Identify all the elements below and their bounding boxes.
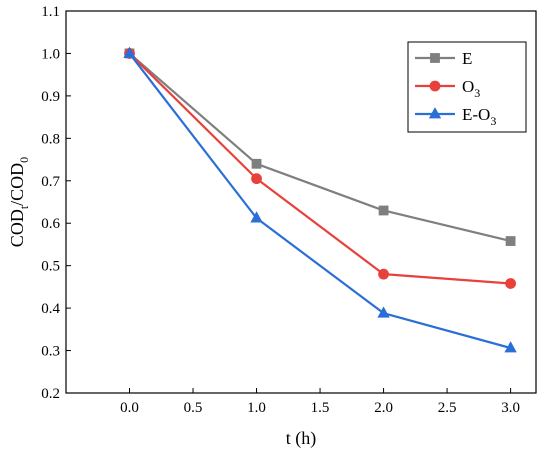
x-axis-title: t (h)	[286, 428, 317, 449]
y-axis: 0.2 0.3 0.4 0.5 0.6 0.7 0.8 0.9 1.0 1.1	[41, 4, 71, 402]
legend-swatch-marker	[430, 53, 440, 63]
y-tick-label: 0.3	[41, 344, 60, 360]
x-tick-label: 1.5	[311, 400, 330, 416]
y-tick-label: 0.6	[41, 216, 60, 232]
data-point	[250, 211, 263, 223]
y-axis-title-main: COD	[7, 209, 27, 247]
legend-entry: E	[415, 49, 472, 68]
y-tick-label: 0.4	[41, 301, 60, 317]
x-tick-label: 1.0	[247, 400, 266, 416]
data-point	[505, 278, 516, 289]
y-tick-label: 0.9	[41, 89, 60, 105]
y-tick-label: 0.7	[41, 174, 60, 190]
legend-label: O3	[462, 77, 480, 100]
x-tick-label: 3.0	[501, 400, 520, 416]
data-point	[377, 306, 390, 318]
plot-frame	[65, 10, 537, 394]
x-tick-label: 0.5	[184, 400, 203, 416]
series-e-o3	[123, 46, 517, 353]
data-point	[251, 158, 262, 169]
series-line	[128, 52, 511, 285]
legend-swatch-marker	[429, 80, 441, 92]
data-point	[504, 341, 517, 353]
y-tick-label: 1.1	[41, 4, 60, 20]
y-tick-label: 1.0	[41, 46, 60, 62]
data-point	[251, 173, 262, 185]
y-axis-title-subscript-0: 0	[17, 157, 31, 163]
legend-items: E O3 E-O3	[415, 49, 496, 128]
data-point	[123, 46, 136, 58]
legend-label: E-O3	[462, 105, 496, 128]
x-axis: 0.0 0.5 1.0 1.5 2.0 2.5 3.0	[120, 388, 520, 416]
y-tick-label: 0.8	[41, 131, 60, 147]
x-tick-label: 2.5	[438, 400, 457, 416]
legend-label: E	[462, 49, 472, 68]
data-point	[378, 268, 389, 280]
x-tick-label: 2.0	[374, 400, 393, 416]
data-point	[505, 236, 516, 246]
legend-swatch-marker	[428, 107, 442, 119]
legend-entry: E-O3	[415, 105, 496, 128]
x-tick-label: 0.0	[120, 400, 139, 416]
series-line	[128, 52, 511, 350]
y-tick-label: 0.5	[41, 259, 60, 275]
series-line	[128, 52, 511, 243]
y-axis-title-denominator: /COD	[7, 163, 27, 206]
legend: E O3 E-O3	[407, 41, 527, 133]
y-axis-title-subscript-t: t	[17, 205, 31, 209]
series-layer	[123, 46, 517, 353]
legend-entry: O3	[415, 77, 480, 100]
y-axis-title: CODt/COD0	[7, 157, 31, 247]
data-point	[378, 205, 389, 216]
y-tick-label: 0.2	[41, 386, 60, 402]
